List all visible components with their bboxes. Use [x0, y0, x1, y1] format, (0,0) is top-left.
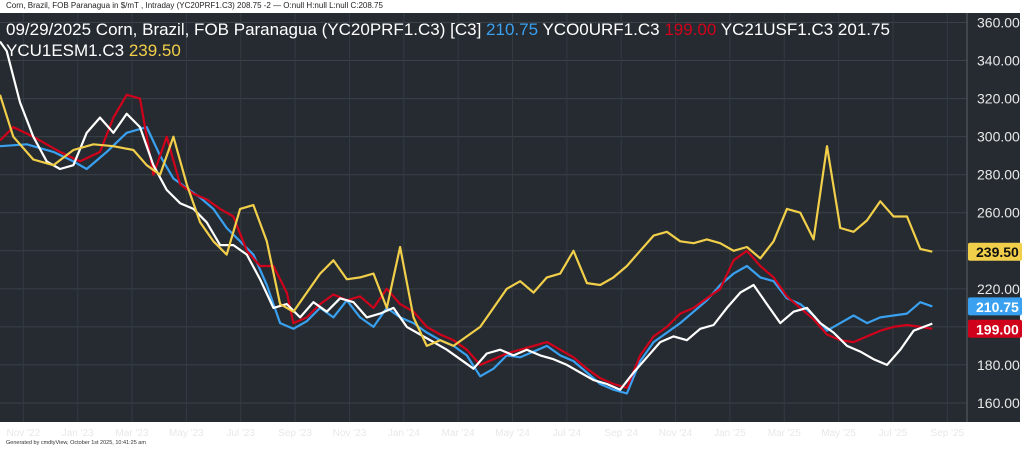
x-tick-label: Mar '25 [768, 428, 801, 439]
series-line-yc21usf1-c3 [0, 40, 933, 391]
x-tick-label: Jan '24 [388, 428, 420, 439]
y-tick-label: 220.00 [977, 281, 1020, 297]
x-tick-label: Nov '22 [7, 428, 41, 439]
plot-background [0, 13, 967, 422]
legend-line-1: 09/29/2025 Corn, Brazil, FOB Paranagua (… [6, 20, 890, 39]
last-value-badges: 239.50 210.75 199.00 [968, 242, 1022, 338]
x-tick-label: May '23 [169, 428, 204, 439]
x-tick-label: Sep '24 [604, 428, 638, 439]
x-tick-label: Mar '24 [442, 428, 475, 439]
series-line-ycu1esm1-c3 [0, 94, 933, 347]
generated-footer: Generated by cmdtyView, October 1st 2025… [6, 440, 146, 446]
y-tick-label: 260.00 [977, 205, 1020, 221]
y-tick-label: 320.00 [977, 91, 1020, 107]
chart-header-info: Corn, Brazil, FOB Paranagua in $/mT , In… [6, 1, 383, 10]
legend-name-yco0: YCO0URF1.C3 [542, 20, 659, 39]
x-tick-label: Mar '23 [116, 428, 149, 439]
legend-name-ycu1: YCU1ESM1.C3 [6, 41, 124, 60]
grid-lines [0, 13, 967, 422]
axis-background [967, 13, 1020, 422]
legend-title: 09/29/2025 Corn, Brazil, FOB Paranagua (… [6, 20, 481, 39]
series-layer [0, 40, 933, 395]
x-tick-label: May '25 [821, 428, 856, 439]
x-tick-label: Jul '23 [226, 428, 255, 439]
x-tick-label: Jul '25 [879, 428, 908, 439]
legend-value-ycu1: 239.50 [129, 41, 181, 60]
x-tick-label: Nov '23 [333, 428, 367, 439]
x-tick-label: Nov '24 [659, 428, 693, 439]
x-axis: Nov '22 Jan '23 Mar '23 May '23 Jul '23 Sep '… [7, 428, 965, 439]
x-tick-label: May '24 [495, 428, 530, 439]
x-tick-label: Sep '25 [931, 428, 965, 439]
y-tick-label: 340.00 [977, 53, 1020, 69]
last-value-badge-label: 199.00 [976, 321, 1019, 337]
last-value-badge-label: 239.50 [976, 244, 1019, 260]
y-tick-label: 360.00 [977, 15, 1020, 31]
y-tick-label: 180.00 [977, 357, 1020, 373]
x-tick-label: Jan '25 [714, 428, 746, 439]
last-value-badge [968, 319, 1022, 338]
legend-name-yc21: YC21USF1.C3 201.75 [721, 20, 890, 39]
x-tick-label: Sep '23 [278, 428, 312, 439]
y-tick-label: 160.00 [977, 395, 1020, 411]
last-value-badge [968, 297, 1022, 316]
x-tick-label: Jan '23 [62, 428, 94, 439]
y-tick-label: 300.00 [977, 129, 1020, 145]
x-tick-label: Jul '24 [553, 428, 582, 439]
legend-line-2: YCU1ESM1.C3 239.50 [6, 41, 181, 60]
last-value-badge-label: 210.75 [976, 299, 1019, 315]
legend-value-yc20: 210.75 [486, 20, 538, 39]
y-tick-label: 280.00 [977, 167, 1020, 183]
last-value-badge [968, 242, 1022, 261]
series-line-yco0urf1-c3 [0, 93, 933, 389]
legend-value-yco0: 199.00 [664, 20, 716, 39]
